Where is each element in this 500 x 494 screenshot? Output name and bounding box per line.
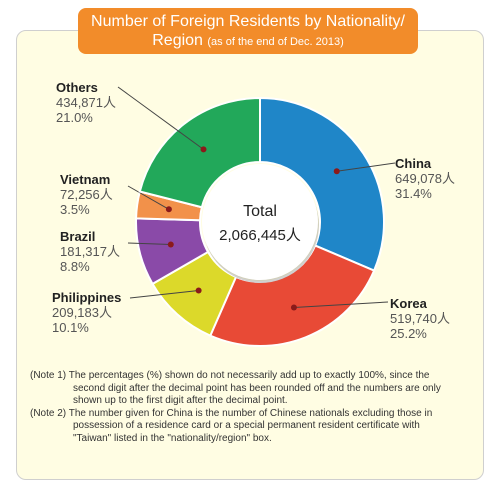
label-vietnam-value: 72,256人 (60, 187, 113, 202)
title-line2: Region (152, 32, 203, 49)
label-china-percent: 31.4% (395, 186, 432, 201)
label-korea: Korea 519,740人 25.2% (390, 296, 450, 341)
label-china-value: 649,078人 (395, 171, 455, 186)
leader-line-brazil (127, 242, 171, 245)
center-circle (202, 164, 318, 280)
leader-dot-others (200, 146, 207, 153)
slice-china (259, 96, 385, 272)
center-heading: Total (243, 203, 277, 220)
label-china-name: China (395, 156, 432, 171)
label-brazil-value: 181,317人 (60, 244, 120, 259)
label-brazil: Brazil 181,317人 8.8% (60, 229, 120, 274)
label-philippines-name: Philippines (52, 290, 122, 305)
label-others-value: 434,871人 (56, 95, 116, 110)
center-value: 2,066,445人 (219, 227, 301, 244)
slice-others (138, 96, 261, 209)
label-others: Others 434,871人 21.0% (56, 80, 116, 125)
label-brazil-percent: 8.8% (60, 259, 90, 274)
note-2: (Note 2) The number given for China is t… (30, 407, 433, 444)
label-others-percent: 21.0% (56, 110, 93, 125)
label-philippines-value: 209,183人 (52, 305, 112, 320)
title-banner: Number of Foreign Residents by Nationali… (78, 8, 418, 54)
label-philippines-percent: 10.1% (52, 320, 89, 335)
title-subtitle: (as of the end of Dec. 2013) (207, 36, 344, 48)
label-vietnam: Vietnam 72,256人 3.5% (60, 172, 113, 217)
label-korea-percent: 25.2% (390, 326, 427, 341)
leader-line-korea (293, 301, 389, 309)
label-others-name: Others (56, 80, 98, 95)
leader-dot-china (333, 168, 340, 175)
label-korea-value: 519,740人 (390, 311, 450, 326)
leader-line-others (117, 86, 204, 150)
label-philippines: Philippines 209,183人 10.1% (52, 290, 121, 335)
label-china: China 649,078人 31.4% (395, 156, 455, 201)
leader-dot-brazil (167, 241, 174, 248)
leader-line-philippines (129, 290, 199, 299)
leader-dot-vietnam (165, 206, 172, 213)
leader-dot-korea (290, 304, 297, 311)
leader-dot-philippines (195, 287, 202, 294)
label-korea-name: Korea (390, 296, 427, 311)
label-vietnam-percent: 3.5% (60, 202, 90, 217)
title-line1: Number of Foreign Residents by Nationali… (91, 13, 405, 30)
slice-korea (208, 244, 376, 347)
label-vietnam-name: Vietnam (60, 172, 111, 187)
label-brazil-name: Brazil (60, 229, 96, 244)
leader-line-china (336, 162, 396, 172)
leader-line-vietnam (127, 185, 170, 210)
note-1: (Note 1) The percentages (%) shown do no… (30, 370, 441, 406)
notes: (Note 1) The percentages (%) shown do no… (30, 370, 460, 445)
